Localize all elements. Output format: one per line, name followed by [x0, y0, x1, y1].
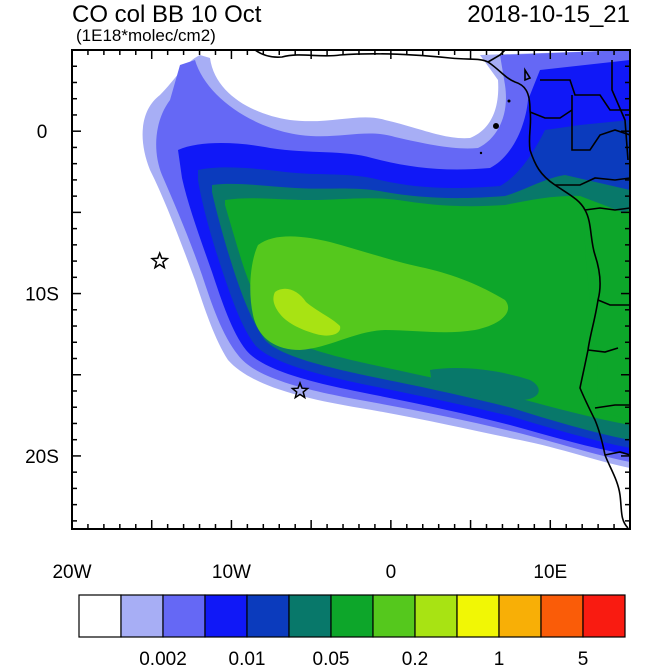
map-title: CO col BB 10 Oct	[72, 1, 262, 28]
y-tick-label: 20S	[25, 447, 59, 468]
x-tick-label: 10E	[533, 562, 567, 583]
colorbar-swatch	[414, 594, 458, 638]
x-tick-label: 20W	[52, 562, 91, 583]
y-tick-label: 10S	[25, 285, 59, 306]
colorbar-swatch	[456, 594, 500, 638]
colorbar-label: 5	[578, 649, 589, 667]
colorbar-swatch	[330, 594, 374, 638]
colorbar-label: 0.01	[229, 649, 266, 667]
map-units: (1E18*molec/cm2)	[76, 26, 216, 45]
x-tick-label: 0	[386, 562, 397, 583]
coastline	[254, 50, 630, 529]
colorbar-swatch	[204, 594, 248, 638]
station-markers	[150, 251, 310, 400]
colorbar	[78, 594, 626, 638]
colorbar-swatch	[246, 594, 290, 638]
plot-frame	[71, 49, 631, 530]
colorbar-swatch	[120, 594, 164, 638]
plume-band-1	[273, 288, 341, 336]
star-marker	[150, 251, 170, 270]
colorbar-swatch	[78, 594, 122, 638]
colorbar-label: 0.05	[313, 649, 350, 667]
y-tick-label: 0	[37, 122, 48, 143]
axis-ticks	[71, 49, 631, 529]
colorbar-swatch	[288, 594, 332, 638]
colorbar-swatch	[162, 594, 206, 638]
colorbar-label: 0.002	[139, 649, 187, 667]
timestamp: 2018-10-15_21	[467, 1, 630, 28]
colorbar-label: 1	[494, 649, 505, 667]
plume-field	[142, 50, 630, 468]
colorbar-labels: 0.002 0.01 0.05 0.2 1 5	[139, 649, 588, 667]
colorbar-swatch	[540, 594, 584, 638]
colorbar-swatch	[498, 594, 542, 638]
land-plume	[584, 210, 630, 420]
islands	[479, 99, 511, 155]
star-marker	[290, 380, 310, 400]
axis-tick-labels: 20W 10W 0 10E 0 10S 20S	[25, 122, 567, 583]
colorbar-swatch	[372, 594, 416, 638]
plume-teal-streak	[430, 368, 539, 400]
colorbar-label: 0.2	[402, 649, 428, 667]
x-tick-label: 10W	[212, 562, 251, 583]
colorbar-swatch	[582, 594, 626, 638]
